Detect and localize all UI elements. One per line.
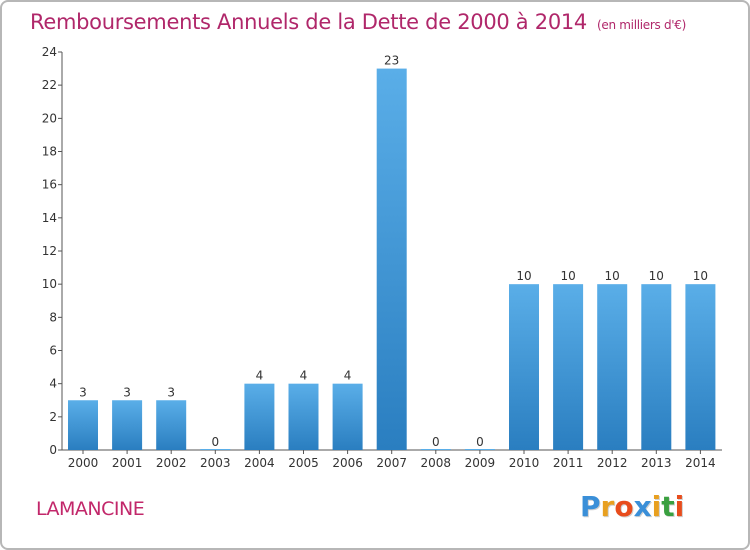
bar [509, 284, 539, 450]
y-tick-label: 12 [42, 244, 57, 258]
x-tick-label: 2002 [156, 456, 187, 470]
y-tick-label: 18 [42, 145, 57, 159]
bar [685, 284, 716, 450]
logo-letter: P [580, 490, 601, 523]
data-label: 3 [79, 385, 87, 399]
x-tick-label: 2006 [332, 456, 363, 470]
x-tick-label: 2000 [68, 456, 99, 470]
logo-letter: x [633, 490, 652, 523]
x-tick-label: 2005 [288, 456, 319, 470]
y-tick-label: 14 [42, 211, 57, 225]
logo-letter: o [614, 490, 634, 523]
x-tick-label: 2008 [421, 456, 452, 470]
x-tick-label: 2007 [376, 456, 407, 470]
data-label: 4 [300, 369, 308, 383]
chart-title: Remboursements Annuels de la Dette de 20… [30, 10, 686, 34]
data-label: 4 [344, 369, 352, 383]
commune-name: LAMANCINE [36, 498, 145, 520]
y-tick-label: 6 [49, 344, 57, 358]
logo-letter: t [661, 490, 675, 523]
logo-letter: r [600, 490, 615, 523]
data-label: 10 [605, 269, 620, 283]
data-label: 10 [693, 269, 708, 283]
data-label: 10 [516, 269, 531, 283]
bar [112, 400, 143, 450]
x-tick-label: 2014 [685, 456, 716, 470]
y-tick-label: 24 [42, 45, 57, 59]
logo-letter: i [651, 490, 662, 523]
bar [553, 284, 584, 450]
y-tick-label: 2 [49, 410, 57, 424]
data-label: 3 [123, 385, 131, 399]
data-label: 0 [211, 435, 219, 449]
logo-letter: i [674, 490, 685, 523]
data-label: 3 [167, 385, 175, 399]
bar [68, 400, 98, 450]
x-tick-label: 2013 [641, 456, 672, 470]
bar [332, 383, 363, 450]
x-tick-label: 2009 [465, 456, 496, 470]
bar [641, 284, 672, 450]
y-tick-label: 0 [49, 443, 57, 457]
data-label: 0 [476, 435, 484, 449]
x-tick-label: 2012 [597, 456, 628, 470]
x-tick-label: 2001 [112, 456, 143, 470]
proxiti-logo: Proxiti [580, 490, 684, 523]
data-label: 0 [432, 435, 440, 449]
x-tick-label: 2004 [244, 456, 275, 470]
x-tick-label: 2011 [553, 456, 584, 470]
data-label: 10 [560, 269, 575, 283]
data-label: 23 [384, 54, 399, 68]
bar [244, 383, 275, 450]
bar [597, 284, 628, 450]
y-tick-label: 22 [42, 78, 57, 92]
chart-unit: (en milliers d'€) [597, 18, 687, 32]
chart-title-text: Remboursements Annuels de la Dette de 20… [30, 10, 587, 34]
y-tick-label: 4 [49, 377, 57, 391]
bar [376, 68, 407, 450]
data-label: 4 [256, 369, 264, 383]
y-tick-label: 20 [42, 111, 57, 125]
x-tick-label: 2003 [200, 456, 231, 470]
y-tick-label: 8 [49, 310, 57, 324]
data-label: 10 [649, 269, 664, 283]
x-tick-label: 2010 [509, 456, 540, 470]
y-tick-label: 10 [42, 277, 57, 291]
bar [156, 400, 187, 450]
bar [288, 383, 319, 450]
y-tick-label: 16 [42, 178, 57, 192]
